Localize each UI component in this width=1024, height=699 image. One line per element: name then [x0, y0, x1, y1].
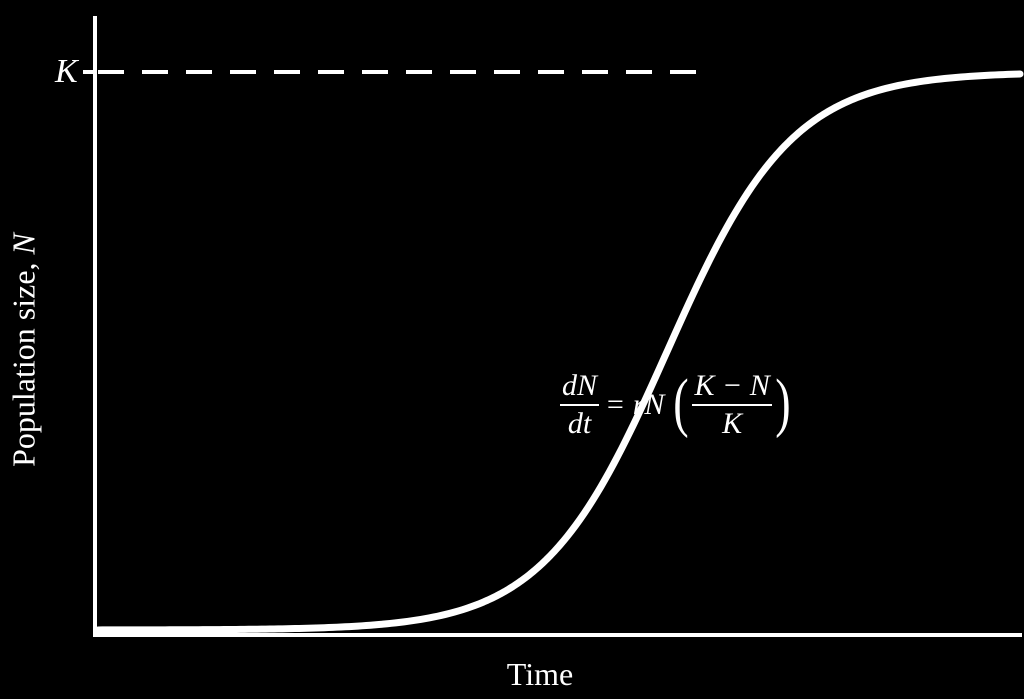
logistic-equation: dN dt = rN ( K − N K ) — [560, 370, 794, 439]
eq-rN: = rN — [599, 388, 670, 422]
KmN-over-K: K − N K — [692, 370, 771, 439]
eq-fracbar-1 — [560, 404, 599, 406]
eq-KmN: K − N — [692, 370, 771, 402]
plot-svg — [0, 0, 1024, 699]
eq-dt: dt — [566, 408, 593, 440]
y-axis-label-text: Population size, N — [6, 233, 42, 467]
x-axis-label: Time — [507, 656, 573, 693]
eq-dN: dN — [560, 370, 599, 402]
y-axis-label: Population size, N — [6, 233, 43, 467]
dN-over-dt: dN dt — [560, 370, 599, 439]
eq-fracbar-2 — [692, 404, 771, 406]
k-axis-label: K — [55, 53, 78, 91]
chart-container: { "canvas": { "width": 1024, "height": 6… — [0, 0, 1024, 699]
eq-K: K — [720, 408, 744, 440]
